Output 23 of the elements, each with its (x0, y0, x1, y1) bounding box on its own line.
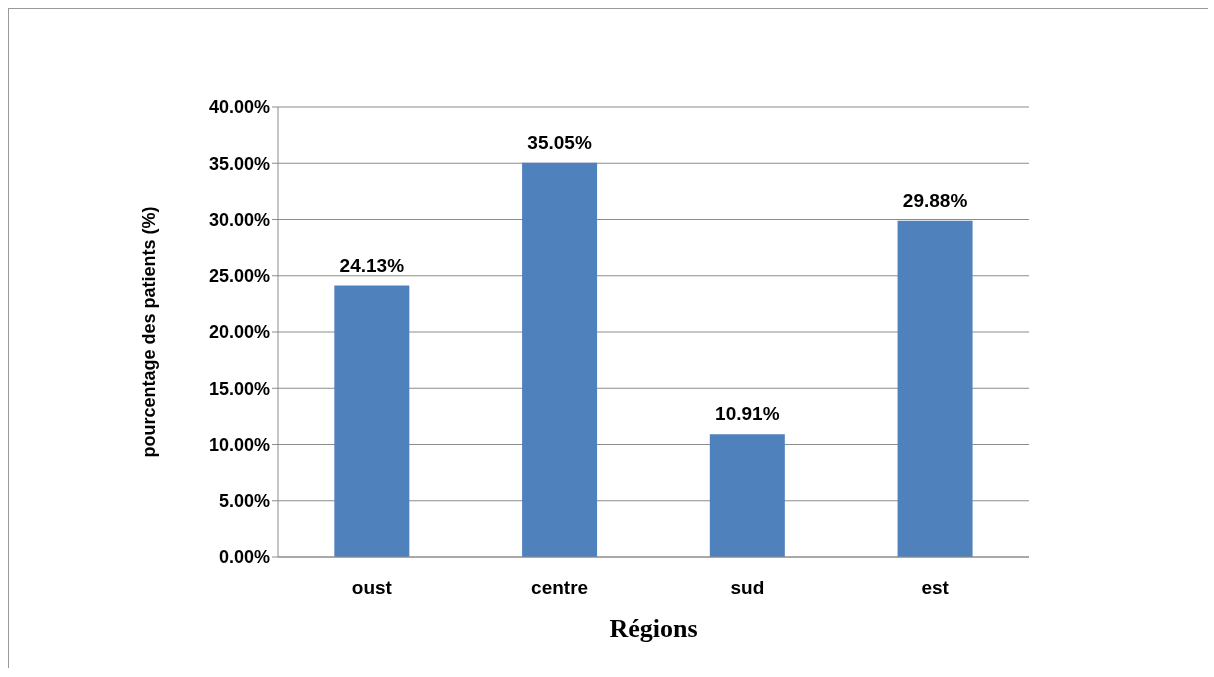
y-tick-label: 25.00% (208, 266, 270, 287)
bar (522, 162, 598, 557)
y-axis-title: pourcentage des patients (%) (139, 206, 160, 458)
data-label: 10.91% (715, 403, 780, 425)
y-tick-label: 30.00% (208, 209, 270, 230)
bar (897, 220, 973, 557)
y-tick-label: 0.00% (218, 547, 270, 568)
x-axis-title: Régions (609, 614, 698, 643)
bar (334, 285, 410, 557)
y-tick-label: 20.00% (208, 322, 270, 343)
y-tick-label: 10.00% (208, 434, 270, 455)
x-tick-label: sud (730, 577, 765, 599)
data-label: 35.05% (527, 131, 592, 153)
y-tick-label: 5.00% (218, 491, 270, 512)
x-tick-label: oust (351, 577, 393, 599)
y-tick-label: 15.00% (208, 378, 270, 399)
data-label: 29.88% (902, 189, 968, 211)
y-tick-label: 35.00% (208, 153, 270, 174)
y-tick-label: 40.00% (208, 97, 270, 118)
bar (709, 434, 785, 557)
x-tick-label: centre (531, 577, 589, 599)
x-tick-label: est (921, 577, 950, 599)
data-label: 24.13% (339, 254, 405, 276)
